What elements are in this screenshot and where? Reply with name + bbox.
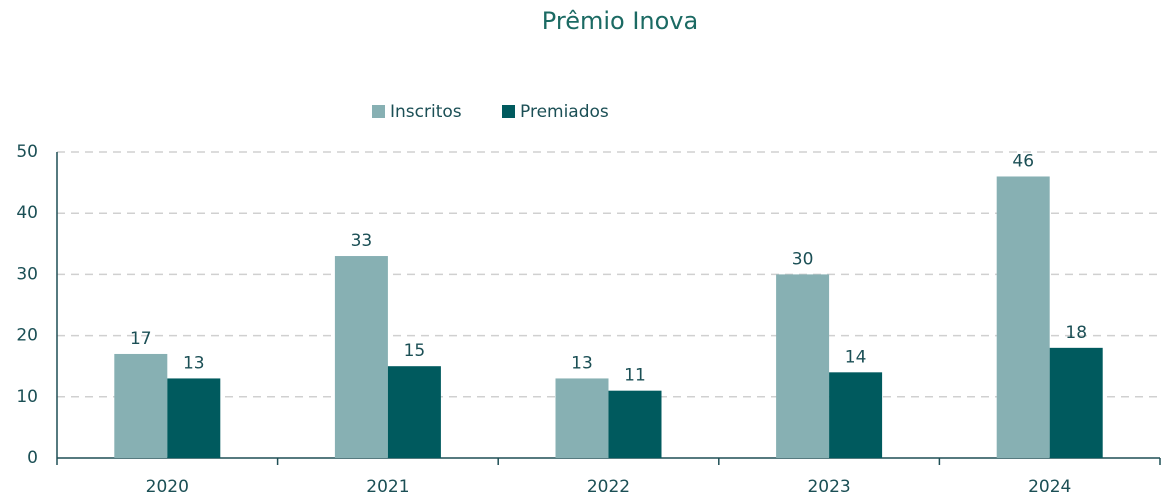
bar <box>776 274 830 458</box>
y-tick-label: 20 <box>16 326 38 346</box>
x-tick-label: 2023 <box>807 477 850 495</box>
chart-title: Prêmio Inova <box>542 7 698 35</box>
legend-label: Premiados <box>520 102 609 122</box>
data-label: 13 <box>571 353 593 373</box>
x-tick-label: 2024 <box>1028 477 1071 495</box>
data-label: 30 <box>792 249 814 269</box>
data-label: 33 <box>351 231 373 251</box>
legend-swatch <box>502 105 515 118</box>
data-label: 17 <box>130 329 152 349</box>
data-label: 18 <box>1065 323 1087 343</box>
legend-swatch <box>372 105 385 118</box>
bar <box>996 176 1050 459</box>
bar <box>387 366 441 458</box>
y-tick-label: 10 <box>16 387 38 407</box>
data-label: 13 <box>183 353 205 373</box>
data-label: 14 <box>845 347 867 367</box>
bar <box>608 390 662 458</box>
bar <box>334 256 388 458</box>
data-label: 46 <box>1012 151 1034 171</box>
bar <box>829 372 883 458</box>
x-tick-label: 2020 <box>146 477 189 495</box>
bar <box>555 378 609 458</box>
data-label: 11 <box>624 366 646 386</box>
bar <box>114 353 168 458</box>
y-tick-label: 50 <box>16 142 38 162</box>
x-tick-label: 2022 <box>587 477 630 495</box>
bar <box>167 378 221 458</box>
y-tick-label: 0 <box>27 448 38 468</box>
y-tick-label: 30 <box>16 264 38 284</box>
x-tick-label: 2021 <box>366 477 409 495</box>
data-label: 15 <box>404 341 426 361</box>
bar <box>1049 347 1103 458</box>
legend-label: Inscritos <box>390 102 462 122</box>
y-tick-label: 40 <box>16 203 38 223</box>
